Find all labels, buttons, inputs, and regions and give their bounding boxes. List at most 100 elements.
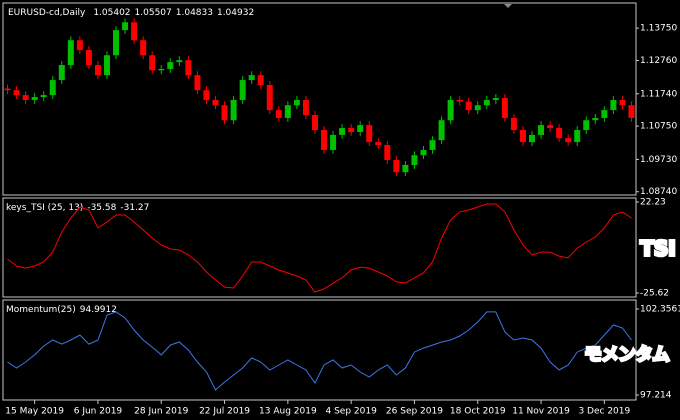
candle-body — [49, 80, 56, 96]
candle-body — [194, 75, 201, 91]
y-tick-label: 1.08740 — [640, 187, 677, 197]
panel — [2, 299, 637, 401]
x-tick-label: 3 Dec 2019 — [578, 407, 630, 417]
candle-body — [239, 80, 246, 100]
candle-body — [140, 40, 147, 56]
x-tick-label: 4 Sep 2019 — [325, 407, 377, 417]
candle-body — [519, 130, 526, 143]
indicator-line — [7, 203, 632, 293]
candle-body — [185, 60, 192, 76]
candle-body — [438, 120, 445, 141]
y-tick-label: 1.10750 — [640, 122, 677, 132]
candle-body — [357, 125, 364, 132]
y-tick-label: 1.09730 — [640, 155, 677, 165]
candle-body — [411, 155, 418, 165]
candle-body — [348, 128, 355, 132]
panel-title: Momentum(25) 94.9912 — [6, 305, 117, 315]
candle-body — [212, 99, 219, 106]
x-tick-label: 11 Nov 2019 — [512, 407, 570, 417]
candle-body — [113, 30, 120, 56]
y-tick-label: 1.11740 — [640, 89, 677, 99]
candle-body — [122, 22, 129, 31]
title-value: -31.27 — [120, 203, 149, 213]
candle-body — [402, 164, 409, 173]
candle-body — [420, 149, 427, 156]
candle-body — [492, 98, 499, 100]
shift-marker — [504, 4, 512, 8]
title-text: keys_TSI (25, 13) — [6, 203, 83, 213]
candle-body — [4, 88, 11, 91]
candle-body — [94, 65, 101, 76]
candle-body — [330, 134, 337, 150]
annotation: モメンタム — [585, 345, 670, 365]
candle-body — [158, 68, 165, 71]
y-tick-label: -25.62 — [640, 289, 669, 299]
candle-body — [131, 22, 138, 41]
x-tick-label: 15 May 2019 — [5, 407, 64, 417]
candle-body — [321, 130, 328, 150]
candle-body — [176, 60, 183, 63]
title-value: 94.9912 — [80, 305, 117, 315]
candle-body — [583, 120, 590, 131]
candle-body — [565, 138, 572, 143]
candle-body — [58, 65, 65, 81]
candle-body — [293, 99, 300, 106]
candle-body — [474, 105, 481, 111]
candle-body — [167, 62, 174, 69]
x-tick-label: 28 Jun 2019 — [134, 407, 188, 417]
x-tick-label: 26 Sep 2019 — [386, 407, 443, 417]
title-value: 1.04833 — [176, 8, 213, 18]
candle-body — [628, 105, 635, 118]
candle-body — [384, 145, 391, 161]
y-tick-label: 102.3561 — [640, 304, 680, 314]
x-tick-label: 22 Jul 2019 — [199, 407, 250, 417]
y-tick-label: 22.23 — [640, 197, 666, 207]
candle-body — [284, 105, 291, 118]
title-text: Momentum(25) — [6, 305, 76, 315]
candle-body — [275, 110, 282, 118]
candle-body — [67, 40, 74, 66]
candle-body — [85, 50, 92, 66]
candle-body — [366, 125, 373, 143]
candle-body — [574, 130, 581, 143]
candle-body — [375, 142, 382, 146]
y-tick-label: 1.13750 — [640, 24, 677, 34]
candle-body — [13, 90, 20, 96]
candle-body — [619, 99, 626, 106]
candle-body — [22, 95, 29, 100]
x-tick-label: 13 Aug 2019 — [259, 407, 317, 417]
title-value: -35.58 — [87, 203, 116, 213]
candle-body — [40, 95, 47, 98]
indicator-line — [7, 311, 632, 391]
candle-body — [221, 105, 228, 121]
candle-body — [76, 40, 83, 51]
panel — [2, 2, 637, 196]
candle-body — [248, 75, 255, 81]
candle-body — [429, 140, 436, 150]
panel-title: EURUSD-cd,Daily 1.05402 1.05507 1.04833 1.04… — [8, 8, 254, 18]
title-value: 1.04932 — [217, 8, 254, 18]
x-tick-label: 18 Oct 2019 — [450, 407, 506, 417]
panel-title: keys_TSI (25, 13) -35.58 -31.27 — [6, 203, 149, 213]
candle-body — [538, 125, 545, 135]
candle-body — [266, 84, 273, 111]
candle-body — [311, 115, 318, 131]
candle-body — [529, 134, 536, 143]
candle-body — [601, 110, 608, 118]
title-value: 1.05507 — [135, 8, 172, 18]
candle-body — [510, 117, 517, 131]
candle-body — [456, 99, 463, 102]
y-tick-label: 1.12760 — [640, 56, 677, 66]
candle-body — [465, 101, 472, 111]
candle-body — [31, 97, 38, 100]
candle-body — [610, 99, 617, 111]
candle-body — [592, 117, 599, 121]
x-tick-label: 6 Jun 2019 — [74, 407, 123, 417]
candle-body — [339, 128, 346, 135]
candle-body — [547, 125, 554, 129]
annotation: TSI — [640, 237, 676, 261]
candle-body — [302, 99, 309, 115]
panel — [2, 197, 637, 298]
